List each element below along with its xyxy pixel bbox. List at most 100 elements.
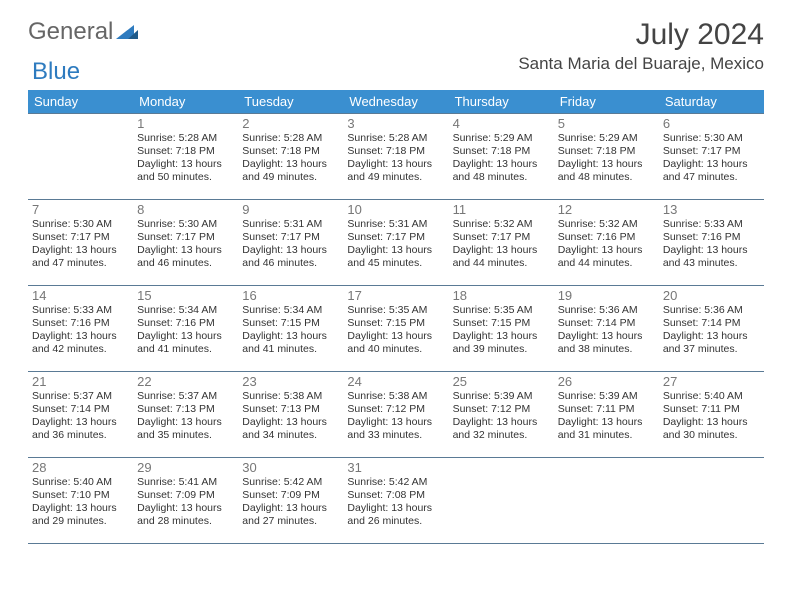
sunrise-text: Sunrise: 5:29 AM (453, 132, 550, 145)
sunset-text: Sunset: 7:16 PM (663, 231, 760, 244)
calendar-day-cell: 22Sunrise: 5:37 AMSunset: 7:13 PMDayligh… (133, 372, 238, 458)
day-number: 26 (558, 374, 655, 389)
sunrise-text: Sunrise: 5:30 AM (663, 132, 760, 145)
daylight-text-line1: Daylight: 13 hours (137, 502, 234, 515)
day-info: Sunrise: 5:35 AMSunset: 7:15 PMDaylight:… (453, 304, 550, 357)
sunset-text: Sunset: 7:15 PM (453, 317, 550, 330)
sunrise-text: Sunrise: 5:31 AM (242, 218, 339, 231)
daylight-text-line2: and 44 minutes. (558, 257, 655, 270)
sunrise-text: Sunrise: 5:28 AM (242, 132, 339, 145)
daylight-text-line1: Daylight: 13 hours (558, 330, 655, 343)
daylight-text-line2: and 29 minutes. (32, 515, 129, 528)
calendar-table: SundayMondayTuesdayWednesdayThursdayFrid… (28, 90, 764, 544)
day-number: 29 (137, 460, 234, 475)
day-info: Sunrise: 5:29 AMSunset: 7:18 PMDaylight:… (558, 132, 655, 185)
calendar-day-cell: 10Sunrise: 5:31 AMSunset: 7:17 PMDayligh… (343, 200, 448, 286)
sunrise-text: Sunrise: 5:28 AM (347, 132, 444, 145)
daylight-text-line2: and 44 minutes. (453, 257, 550, 270)
sunset-text: Sunset: 7:11 PM (663, 403, 760, 416)
calendar-day-cell: 4Sunrise: 5:29 AMSunset: 7:18 PMDaylight… (449, 114, 554, 200)
sunrise-text: Sunrise: 5:42 AM (347, 476, 444, 489)
sunset-text: Sunset: 7:16 PM (32, 317, 129, 330)
calendar-day-cell: 25Sunrise: 5:39 AMSunset: 7:12 PMDayligh… (449, 372, 554, 458)
daylight-text-line2: and 31 minutes. (558, 429, 655, 442)
sunrise-text: Sunrise: 5:30 AM (32, 218, 129, 231)
sunrise-text: Sunrise: 5:32 AM (453, 218, 550, 231)
calendar-day-cell: 28Sunrise: 5:40 AMSunset: 7:10 PMDayligh… (28, 458, 133, 544)
day-info: Sunrise: 5:30 AMSunset: 7:17 PMDaylight:… (663, 132, 760, 185)
sunrise-text: Sunrise: 5:28 AM (137, 132, 234, 145)
sunset-text: Sunset: 7:18 PM (347, 145, 444, 158)
day-number: 17 (347, 288, 444, 303)
sunrise-text: Sunrise: 5:31 AM (347, 218, 444, 231)
calendar-header-row: SundayMondayTuesdayWednesdayThursdayFrid… (28, 90, 764, 114)
sunrise-text: Sunrise: 5:37 AM (137, 390, 234, 403)
calendar-day-cell: 8Sunrise: 5:30 AMSunset: 7:17 PMDaylight… (133, 200, 238, 286)
day-number: 1 (137, 116, 234, 131)
brand-logo: General (28, 18, 138, 46)
calendar-body: 1Sunrise: 5:28 AMSunset: 7:18 PMDaylight… (28, 114, 764, 544)
sunrise-text: Sunrise: 5:41 AM (137, 476, 234, 489)
day-info: Sunrise: 5:35 AMSunset: 7:15 PMDaylight:… (347, 304, 444, 357)
title-block: July 2024 Santa Maria del Buaraje, Mexic… (518, 18, 764, 74)
sunrise-text: Sunrise: 5:40 AM (663, 390, 760, 403)
sunset-text: Sunset: 7:18 PM (242, 145, 339, 158)
daylight-text-line2: and 46 minutes. (137, 257, 234, 270)
calendar-day-cell (554, 458, 659, 544)
sunrise-text: Sunrise: 5:33 AM (663, 218, 760, 231)
day-info: Sunrise: 5:39 AMSunset: 7:12 PMDaylight:… (453, 390, 550, 443)
weekday-header: Saturday (659, 90, 764, 114)
day-number: 27 (663, 374, 760, 389)
daylight-text-line1: Daylight: 13 hours (137, 244, 234, 257)
daylight-text-line1: Daylight: 13 hours (663, 158, 760, 171)
sunrise-text: Sunrise: 5:34 AM (137, 304, 234, 317)
day-number: 5 (558, 116, 655, 131)
day-number: 20 (663, 288, 760, 303)
daylight-text-line1: Daylight: 13 hours (453, 158, 550, 171)
day-number: 22 (137, 374, 234, 389)
day-info: Sunrise: 5:30 AMSunset: 7:17 PMDaylight:… (137, 218, 234, 271)
calendar-day-cell: 15Sunrise: 5:34 AMSunset: 7:16 PMDayligh… (133, 286, 238, 372)
daylight-text-line1: Daylight: 13 hours (137, 330, 234, 343)
sunset-text: Sunset: 7:16 PM (137, 317, 234, 330)
sunset-text: Sunset: 7:13 PM (137, 403, 234, 416)
day-number: 13 (663, 202, 760, 217)
day-info: Sunrise: 5:41 AMSunset: 7:09 PMDaylight:… (137, 476, 234, 529)
day-number: 6 (663, 116, 760, 131)
day-number: 23 (242, 374, 339, 389)
calendar-day-cell (449, 458, 554, 544)
sunrise-text: Sunrise: 5:34 AM (242, 304, 339, 317)
day-info: Sunrise: 5:38 AMSunset: 7:12 PMDaylight:… (347, 390, 444, 443)
day-info: Sunrise: 5:31 AMSunset: 7:17 PMDaylight:… (347, 218, 444, 271)
day-info: Sunrise: 5:28 AMSunset: 7:18 PMDaylight:… (137, 132, 234, 185)
calendar-day-cell: 17Sunrise: 5:35 AMSunset: 7:15 PMDayligh… (343, 286, 448, 372)
calendar-day-cell: 20Sunrise: 5:36 AMSunset: 7:14 PMDayligh… (659, 286, 764, 372)
calendar-day-cell: 2Sunrise: 5:28 AMSunset: 7:18 PMDaylight… (238, 114, 343, 200)
sunset-text: Sunset: 7:17 PM (663, 145, 760, 158)
day-number: 9 (242, 202, 339, 217)
weekday-header: Tuesday (238, 90, 343, 114)
weekday-header: Friday (554, 90, 659, 114)
calendar-week-row: 14Sunrise: 5:33 AMSunset: 7:16 PMDayligh… (28, 286, 764, 372)
day-info: Sunrise: 5:42 AMSunset: 7:08 PMDaylight:… (347, 476, 444, 529)
daylight-text-line1: Daylight: 13 hours (558, 244, 655, 257)
calendar-day-cell: 27Sunrise: 5:40 AMSunset: 7:11 PMDayligh… (659, 372, 764, 458)
daylight-text-line1: Daylight: 13 hours (453, 416, 550, 429)
day-number: 28 (32, 460, 129, 475)
calendar-day-cell (659, 458, 764, 544)
daylight-text-line1: Daylight: 13 hours (137, 158, 234, 171)
sunrise-text: Sunrise: 5:37 AM (32, 390, 129, 403)
day-number: 7 (32, 202, 129, 217)
sunset-text: Sunset: 7:17 PM (32, 231, 129, 244)
daylight-text-line2: and 45 minutes. (347, 257, 444, 270)
sunrise-text: Sunrise: 5:40 AM (32, 476, 129, 489)
day-number: 18 (453, 288, 550, 303)
day-info: Sunrise: 5:34 AMSunset: 7:16 PMDaylight:… (137, 304, 234, 357)
sunset-text: Sunset: 7:15 PM (347, 317, 444, 330)
daylight-text-line1: Daylight: 13 hours (453, 244, 550, 257)
day-info: Sunrise: 5:30 AMSunset: 7:17 PMDaylight:… (32, 218, 129, 271)
day-number: 24 (347, 374, 444, 389)
day-info: Sunrise: 5:39 AMSunset: 7:11 PMDaylight:… (558, 390, 655, 443)
daylight-text-line1: Daylight: 13 hours (242, 502, 339, 515)
sunset-text: Sunset: 7:09 PM (242, 489, 339, 502)
